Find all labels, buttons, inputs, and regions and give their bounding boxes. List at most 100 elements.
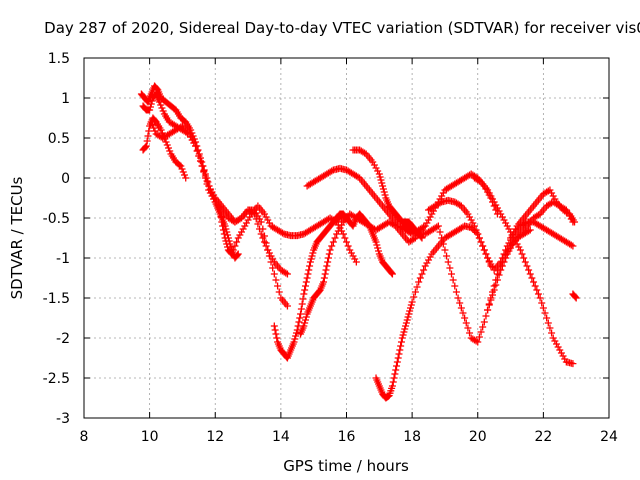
plus-point: [479, 242, 487, 250]
plus-point: [322, 266, 330, 274]
plus-point: [505, 247, 513, 255]
plus-point: [508, 241, 516, 249]
plus-point: [451, 282, 459, 290]
plus-point: [533, 286, 541, 294]
plus-point: [301, 282, 309, 290]
plus-point: [502, 246, 510, 254]
y-tick-label: 0: [61, 171, 70, 187]
plus-point: [269, 264, 277, 272]
plus-point: [374, 244, 382, 252]
plus-point: [426, 213, 434, 221]
x-tick-label: 10: [141, 429, 159, 445]
plus-point: [177, 162, 185, 170]
plus-point: [162, 138, 170, 146]
plus-point: [438, 234, 446, 242]
plus-point: [304, 270, 312, 278]
plus-point: [374, 247, 382, 255]
plus-point: [462, 319, 470, 327]
plus-point: [456, 299, 464, 307]
plus-point: [148, 97, 156, 105]
plus-point: [390, 374, 398, 382]
plus-point: [407, 301, 415, 309]
plus-point: [157, 101, 165, 109]
y-tick-label: -1.5: [43, 291, 70, 307]
plus-point: [436, 228, 444, 236]
plus-point: [469, 219, 477, 227]
plus-point: [415, 278, 423, 286]
plus-point: [190, 139, 198, 147]
plus-point: [320, 278, 328, 286]
plus-point: [544, 319, 552, 327]
plus-point: [454, 294, 462, 302]
plus-point: [482, 250, 490, 258]
x-tick-label: 24: [600, 429, 618, 445]
plus-point: [297, 310, 305, 318]
plus-point: [534, 290, 542, 298]
plus-point: [531, 282, 539, 290]
plus-point: [242, 219, 250, 227]
plus-point: [438, 192, 446, 200]
plus-point: [163, 141, 171, 149]
plus-point: [470, 222, 478, 230]
plus-point: [148, 121, 156, 129]
series-arc-d: [147, 118, 291, 310]
plus-point: [296, 314, 304, 322]
y-axis-title: SDTVAR / TECUs: [8, 176, 26, 299]
plus-point: [201, 174, 209, 182]
plus-point: [325, 250, 333, 258]
plus-point: [549, 334, 557, 342]
plus-point: [541, 309, 549, 317]
plus-point: [256, 215, 264, 223]
plus-point: [309, 249, 317, 257]
plus-point: [393, 362, 401, 370]
plus-point: [283, 270, 291, 278]
plus-point: [300, 290, 308, 298]
series-arc-j: [333, 210, 396, 278]
plus-point: [439, 240, 447, 248]
plus-point: [290, 338, 298, 346]
plus-point: [475, 234, 483, 242]
plus-point: [456, 201, 464, 209]
plus-point: [236, 215, 244, 223]
plus-point: [475, 333, 483, 341]
plus-point: [267, 258, 275, 266]
plus-point: [393, 358, 401, 366]
plus-point: [144, 132, 152, 140]
plus-point: [269, 255, 277, 263]
plus-point: [505, 225, 513, 233]
plus-point: [262, 213, 270, 221]
chart-title: Day 287 of 2020, Sidereal Day-to-day VTE…: [44, 19, 640, 37]
plus-point: [525, 227, 533, 235]
series-arc-q: [569, 290, 580, 302]
plus-point: [420, 223, 428, 231]
plus-point: [406, 304, 414, 312]
plus-point: [153, 85, 161, 93]
plus-point: [526, 226, 534, 234]
plus-point: [223, 240, 231, 248]
plus-point: [324, 254, 332, 262]
plus-point: [487, 192, 495, 200]
plus-point: [297, 305, 305, 313]
plus-point: [428, 210, 436, 218]
plus-point: [490, 198, 498, 206]
plus-point: [411, 288, 419, 296]
plus-point: [272, 276, 280, 284]
plus-point: [265, 219, 273, 227]
plus-point: [374, 167, 382, 175]
plus-point: [394, 354, 402, 362]
plus-point: [196, 157, 204, 165]
plus-point: [511, 225, 519, 233]
plus-point: [145, 127, 153, 135]
y-tick-label: -3: [56, 411, 70, 427]
plus-point: [219, 222, 227, 230]
plus-point: [538, 299, 546, 307]
plus-point: [331, 234, 339, 242]
plus-point: [166, 147, 174, 155]
plus-point: [146, 106, 154, 114]
plus-point: [194, 146, 202, 154]
plus-point: [238, 228, 245, 236]
plus-point: [246, 213, 254, 221]
plus-point: [457, 304, 465, 312]
plus-point: [301, 316, 309, 324]
plus-point: [436, 199, 444, 207]
